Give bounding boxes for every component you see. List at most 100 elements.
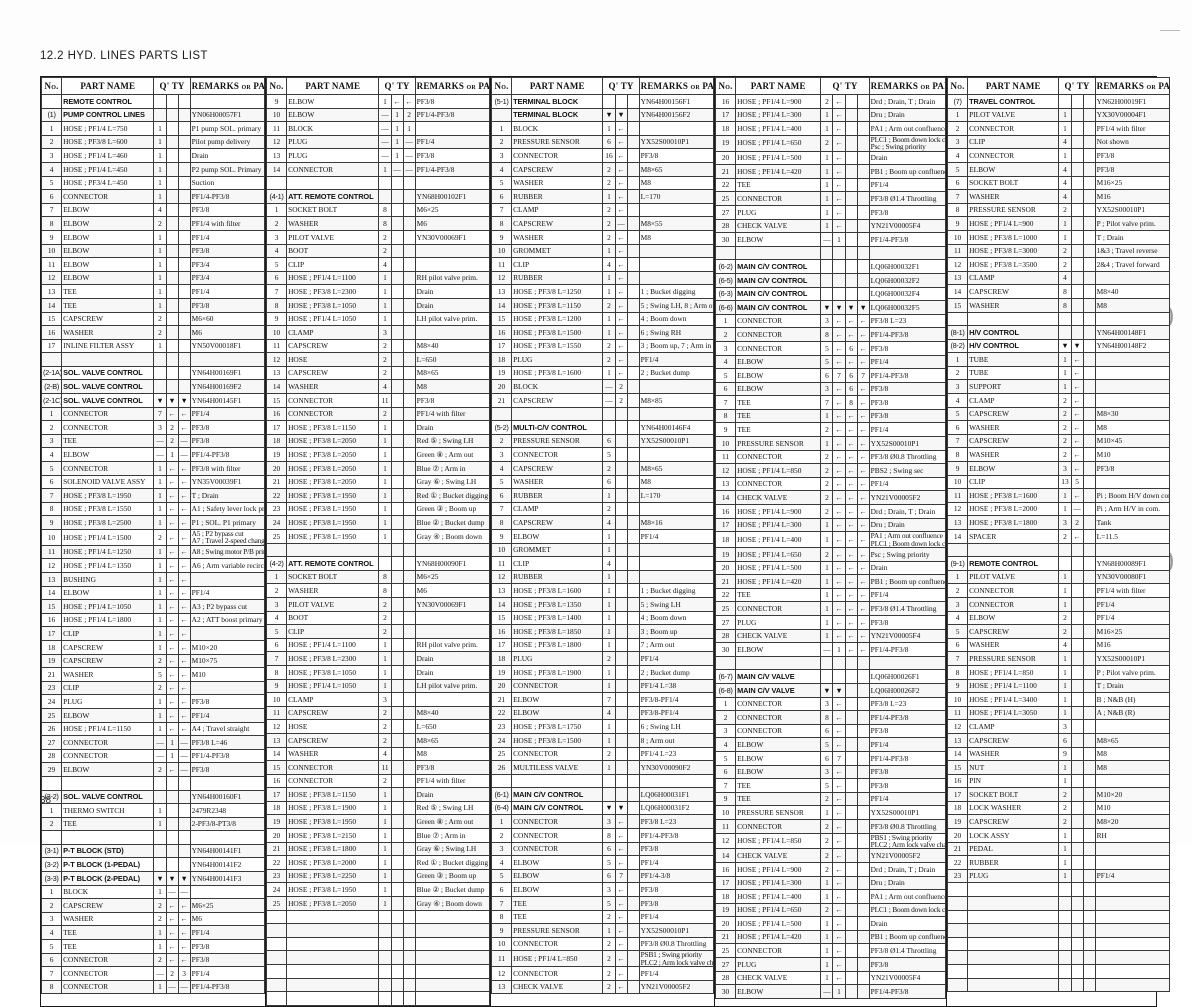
cell-qty: ←: [165, 544, 179, 560]
cell-remarks: PF3/4: [189, 270, 266, 286]
cell-qty: ←: [165, 707, 179, 723]
cell-qty: [390, 325, 404, 340]
cell-no: (2-1C): [40, 393, 63, 408]
cell-qty: 1: [832, 984, 846, 999]
cell-no: 6: [490, 488, 513, 503]
cell-qty: [1070, 855, 1084, 870]
cell-qty: 1: [602, 664, 616, 680]
cell-part-name: SOCKET BOLT: [967, 175, 1060, 191]
cell-qty: [626, 936, 640, 952]
cell-qty: [614, 692, 628, 707]
cell-part-name: CONNECTOR: [511, 746, 604, 762]
cell-remarks: YN35V00039F1: [189, 474, 266, 490]
cell-qty: [856, 107, 870, 123]
table-row: (6-3) MAIN C/V CONTROL LQ06H00032F4: [714, 286, 947, 302]
cell-remarks: PF3/8 L=23: [868, 696, 947, 712]
cell-qty: [1070, 692, 1084, 707]
table-row: (4-1) ATT. REMOTE CONTROL YN68H00102F1: [265, 189, 491, 204]
cell-qty: ←: [165, 474, 179, 490]
cell-qty: 2: [153, 952, 167, 968]
cell-qty: [856, 916, 870, 931]
cell-no: 4: [490, 855, 513, 870]
cell-qty: 2: [153, 529, 167, 546]
table-row: 22 ELBOW 4 PF3/8-PF1/4: [490, 705, 715, 721]
cell-qty: 1: [820, 150, 834, 166]
table-row: 3 TEE —2— PF3/8: [40, 433, 266, 449]
table-row: [265, 950, 491, 965]
cell-remarks: PF1/4: [868, 177, 947, 193]
cell-no: (6-6): [714, 300, 737, 315]
cell-part-name: WASHER: [511, 229, 604, 245]
cell-qty: 2: [378, 773, 392, 789]
cell-qty: 2: [402, 107, 416, 123]
cell-remarks: Dru ; Drain: [868, 875, 947, 891]
table-row: (3-3) P-T BLOCK (2-PEDAL) ▼ ▼ ▼ YN64H00141F3: [40, 871, 266, 886]
cell-qty: 2: [602, 746, 616, 762]
table-row: (9-1) REMOTE CONTROL YN68H00089F1: [946, 556, 1171, 571]
cell-qty: 6: [820, 750, 834, 766]
cell-qty: [1082, 433, 1096, 449]
cell-qty: ←: [856, 436, 870, 451]
cell-part-name: CONNECTOR: [735, 943, 822, 959]
cell-qty: [1070, 705, 1084, 721]
cell-qty: [844, 710, 858, 725]
cell-qty: 1: [1058, 828, 1072, 843]
cell-remarks: PF3/8: [1094, 161, 1171, 177]
cell-qty: ←: [1070, 461, 1084, 476]
cell-qty: [1070, 787, 1084, 802]
table-row: 27 CONNECTOR —1— PF3/8 L=46: [40, 735, 266, 750]
cell-remarks: LQ06H00032F5: [868, 300, 947, 315]
cell-qty: ←: [165, 653, 179, 669]
cell-no: 7: [946, 189, 969, 204]
cell-no: 30: [714, 642, 737, 657]
cell-remarks: [189, 352, 266, 367]
cell-qty: 3: [378, 325, 392, 340]
table-row: 8 TEE 1 ← ← ← PF3/8: [714, 408, 947, 424]
cell-part-name: HOSE ; PF3/8 L=600: [61, 134, 155, 150]
cell-qty: [626, 529, 640, 544]
table-row: 25 HOSE ; PF3/8 L=1950 1 Gray ④ ; Boom down: [265, 529, 491, 544]
cell-part-name: CLAMP: [967, 393, 1060, 408]
table-row: 5 CLIP 2: [265, 624, 491, 639]
cell-qty: [165, 352, 179, 367]
cell-part-name: HOSE ; PF1/4 L=850: [967, 664, 1060, 680]
cell-qty: [390, 229, 404, 245]
cell-qty: ←: [856, 587, 870, 603]
cell-part-name: BOOT: [286, 610, 380, 626]
cell-qty: 2: [153, 898, 167, 913]
cell-no: 11: [40, 544, 63, 560]
table-row: [40, 775, 266, 791]
cell-qty: [1082, 746, 1096, 762]
table-row: 12 HOSE 2 L=650: [265, 352, 491, 367]
cell-qty: ←: [177, 667, 191, 682]
cell-qty: 1: [153, 461, 167, 476]
cell-qty: [844, 791, 858, 807]
cell-no: 6: [490, 189, 513, 204]
cell-qty: ▼: [602, 800, 616, 816]
cell-no: 17: [490, 338, 513, 354]
cell-no: 16: [714, 94, 737, 109]
col-header-remarks: REMARKS or PART No.: [638, 77, 715, 95]
cell-qty: 1: [153, 884, 167, 900]
cell-qty: [165, 148, 179, 163]
cell-no: 18: [946, 800, 969, 816]
cell-qty: 4: [1058, 189, 1072, 204]
cell-part-name: HOSE ; PF1/4 L=1050: [286, 311, 380, 327]
cell-no: 9: [40, 229, 63, 245]
cell-qty: [165, 857, 179, 873]
cell-qty: ←: [832, 889, 846, 904]
cell-qty: ←: [165, 721, 179, 737]
cell-qty: [1070, 936, 1084, 952]
cell-qty: [1070, 243, 1084, 259]
cell-qty: [402, 977, 416, 993]
cell-remarks: PF1/4-PF3/8: [189, 447, 266, 463]
cell-qty: [844, 970, 858, 986]
cell-part-name: ELBOW: [61, 216, 155, 231]
cell-qty: [1082, 936, 1096, 952]
cell-no: 9: [490, 229, 513, 245]
cell-no: 28: [714, 970, 737, 986]
cell-part-name: HOSE ; PF3/8 L=1550: [511, 338, 604, 354]
cell-qty: 2: [602, 461, 616, 476]
